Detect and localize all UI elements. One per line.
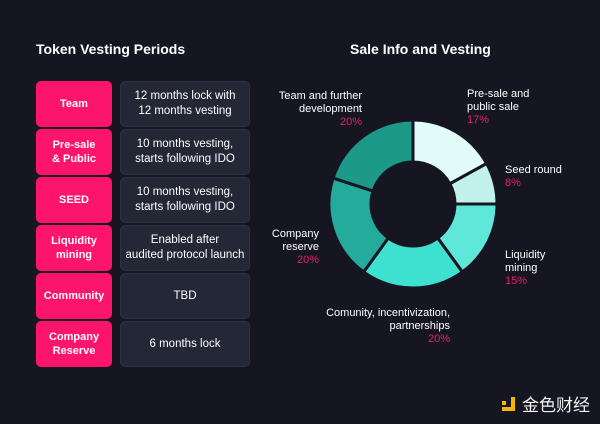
- slice-label-liquidity: Liquidity mining 15%: [505, 249, 545, 288]
- slice-label-company-reserve: Company reserve 20%: [272, 228, 319, 267]
- label-text: Comunity, incentivization, partnerships: [326, 307, 450, 332]
- vesting-row-community: Community TBD: [36, 273, 250, 319]
- label-text: Pre-sale and public sale: [467, 88, 530, 113]
- label-pct: 20%: [296, 254, 319, 266]
- vesting-row-seed: SEED 10 months vesting, starts following …: [36, 177, 250, 223]
- donut-slice-team: [331, 118, 415, 193]
- vesting-row-company-reserve: Company Reserve 6 months lock: [36, 321, 250, 367]
- row-value: TBD: [120, 273, 250, 319]
- label-pct: 15%: [505, 275, 528, 287]
- row-value: 10 months vesting, starts following IDO: [120, 129, 250, 175]
- label-text: Liquidity mining: [505, 249, 546, 274]
- slice-label-seed: Seed round 8%: [505, 164, 562, 190]
- right-title: Sale Info and Vesting: [350, 41, 491, 57]
- vesting-row-liquidity: Liquidity mining Enabled after audited pr…: [36, 225, 250, 271]
- row-value: 12 months lock with 12 months vesting: [120, 81, 250, 127]
- label-pct: 17%: [467, 114, 490, 126]
- row-value: 6 months lock: [120, 321, 250, 367]
- vesting-row-team: Team 12 months lock with 12 months vestin…: [36, 81, 250, 127]
- row-value: Enabled after audited protocol launch: [120, 225, 250, 271]
- label-pct: 20%: [427, 333, 450, 345]
- row-label: Company Reserve: [36, 321, 112, 367]
- row-label: Liquidity mining: [36, 225, 112, 271]
- row-label: Pre-sale & Public: [36, 129, 112, 175]
- slice-label-community: Comunity, incentivization, partnerships 2…: [326, 307, 450, 346]
- row-label: SEED: [36, 177, 112, 223]
- watermark-text: 金色财经: [522, 396, 590, 415]
- vesting-row-presale: Pre-sale & Public 10 months vesting, star…: [36, 129, 250, 175]
- label-pct: 8%: [505, 177, 521, 189]
- label-text: Seed round: [505, 164, 562, 176]
- watermark-logo-icon: [502, 396, 515, 411]
- row-label: Community: [36, 273, 112, 319]
- label-text: Company reserve: [271, 228, 319, 253]
- row-label: Team: [36, 81, 112, 127]
- watermark: 金色财经: [501, 391, 590, 416]
- slice-label-presale: Pre-sale and public sale 17%: [467, 88, 529, 127]
- left-title: Token Vesting Periods: [36, 41, 186, 57]
- row-value: 10 months vesting, starts following IDO: [120, 177, 250, 223]
- label-pct: 20%: [339, 116, 362, 128]
- slice-label-team: Team and further development 20%: [279, 90, 362, 129]
- label-text: Team and further development: [278, 90, 362, 115]
